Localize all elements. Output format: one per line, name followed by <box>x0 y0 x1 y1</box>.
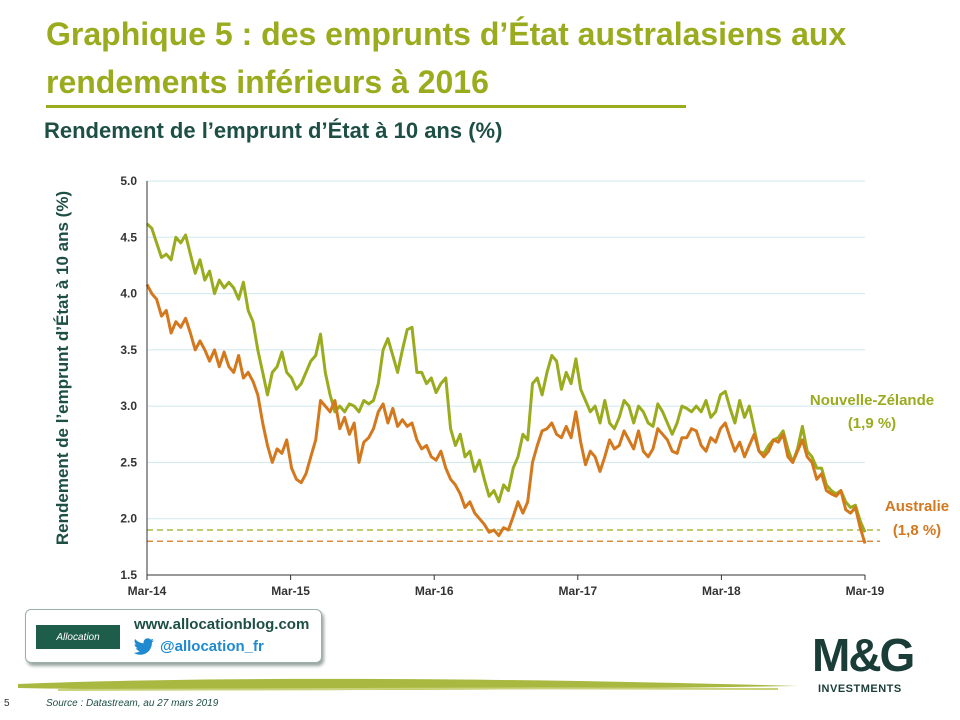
reference-lines <box>147 529 880 542</box>
x-axis-ticks: Mar-14 Mar-15 Mar-16 Mar-17 Mar-18 Mar-19 <box>128 575 885 598</box>
title-underline <box>46 105 686 108</box>
x-tick-label: Mar-19 <box>846 584 885 598</box>
y-tick-label: 4.5 <box>120 230 137 244</box>
source-note: Source : Datastream, au 27 mars 2019 <box>46 698 219 709</box>
au-series-label: Australie <box>885 498 949 515</box>
y-tick-label: 1.5 <box>120 568 137 582</box>
twitter-icon <box>133 638 154 655</box>
y-axis-label: Rendement de l’emprunt d’État à 10 ans (… <box>53 191 72 545</box>
twitter-handle[interactable]: @allocation_fr <box>160 638 264 655</box>
au-series-value: (1,8 %) <box>893 522 941 539</box>
social-info-box: Allocation www.allocationblog.com @alloc… <box>25 609 322 663</box>
allocation-logo: Allocation <box>36 625 120 649</box>
chart-gridlines <box>147 180 865 576</box>
x-tick-label: Mar-18 <box>702 584 741 598</box>
x-tick-label: Mar-15 <box>271 584 310 598</box>
x-tick-label: Mar-16 <box>415 584 454 598</box>
nz-series-label: Nouvelle-Zélande <box>810 392 934 409</box>
x-tick-label: Mar-14 <box>128 584 167 598</box>
chart-title: Rendement de l’emprunt d’État à 10 ans (… <box>44 118 503 143</box>
slide-title: Graphique 5 : des emprunts d’État austra… <box>46 16 847 100</box>
website-link[interactable]: www.allocationblog.com <box>134 616 310 633</box>
x-tick-label: Mar-17 <box>558 584 597 598</box>
series-lines <box>145 222 867 544</box>
y-axis-ticks: 1.5 2.0 2.5 3.0 3.5 4.0 4.5 5.0 <box>120 174 137 582</box>
nz-series-value: (1,9 %) <box>848 415 896 432</box>
page-number: 5 <box>4 698 10 709</box>
y-tick-label: 2.5 <box>120 455 137 469</box>
y-tick-label: 4.0 <box>120 287 137 301</box>
decorative-swoosh <box>18 678 798 691</box>
y-tick-label: 5.0 <box>120 174 137 188</box>
y-tick-label: 3.5 <box>120 343 137 357</box>
y-tick-label: 2.0 <box>120 512 137 526</box>
mg-brand-logo: M&G <box>812 629 915 681</box>
y-tick-label: 3.0 <box>120 399 137 413</box>
series-line <box>145 222 867 533</box>
mg-brand-subtitle: INVESTMENTS <box>818 683 902 695</box>
chart-axes <box>146 181 865 576</box>
series-line <box>145 283 867 544</box>
